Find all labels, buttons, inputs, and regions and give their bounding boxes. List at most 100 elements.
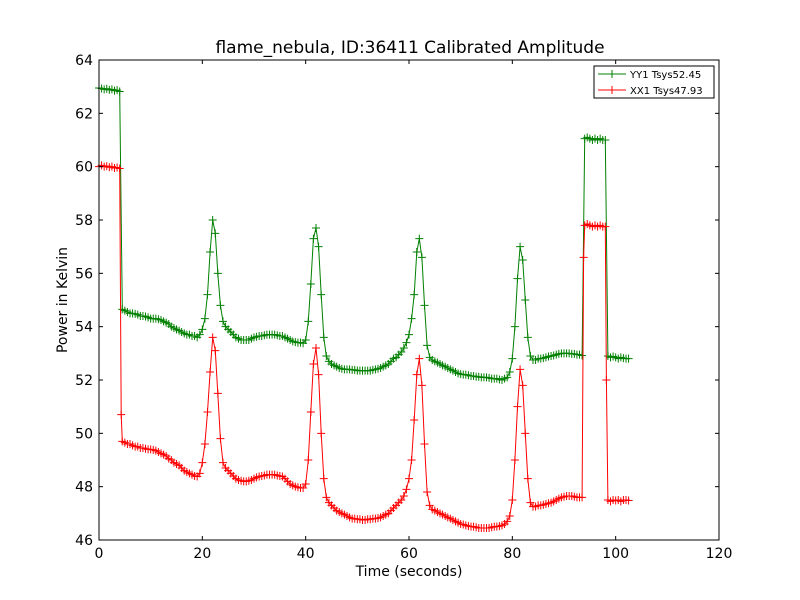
data-point <box>423 488 432 496</box>
data-point <box>579 253 588 262</box>
data-point <box>518 256 527 264</box>
data-point <box>407 314 416 323</box>
data-point <box>216 434 225 443</box>
legend-swatch-marker <box>608 70 616 78</box>
data-point <box>402 485 411 494</box>
y-axis-label: Power in Kelvin <box>55 247 71 353</box>
y-tick-label: 50 <box>75 426 93 442</box>
data-point <box>508 354 517 363</box>
data-point <box>508 496 517 504</box>
legend: YY1 Tsys52.45 XX1 Tsys47.93 <box>593 65 715 99</box>
x-tick-label: 80 <box>503 546 521 562</box>
axis-ticks: 0 20 40 60 80 100 120 46 48 50 52 54 56 58 60 62 64 <box>75 53 732 562</box>
data-point <box>505 512 514 520</box>
data-point <box>420 301 429 310</box>
data-point <box>521 296 530 304</box>
data-point <box>312 344 320 352</box>
data-point <box>518 381 527 390</box>
data-point <box>505 368 514 376</box>
data-point <box>319 333 328 342</box>
data-point <box>309 360 318 368</box>
data-point <box>601 222 610 231</box>
data-point <box>203 290 212 299</box>
data-point <box>200 314 209 323</box>
data-point <box>322 352 331 360</box>
data-point <box>301 480 310 488</box>
data-point <box>195 330 204 339</box>
data-point <box>423 341 432 350</box>
data-point <box>425 501 434 510</box>
data-point <box>410 416 419 424</box>
data-point <box>206 248 215 256</box>
data-point <box>407 456 416 464</box>
y-tick-label: 56 <box>75 266 93 282</box>
data-point <box>198 325 207 334</box>
data-point <box>206 368 215 376</box>
y-tick-label: 60 <box>75 160 93 176</box>
y-tick-label: 62 <box>75 106 93 122</box>
data-point <box>317 429 326 438</box>
x-tick-label: 20 <box>193 546 211 562</box>
data-point <box>510 322 519 331</box>
plot-area <box>95 84 633 532</box>
x-tick-label: 100 <box>602 546 629 562</box>
x-tick-label: 60 <box>400 546 418 562</box>
legend-label: XX1 Tsys47.93 <box>630 86 703 97</box>
data-point <box>405 330 413 339</box>
data-point <box>304 456 313 464</box>
data-point <box>602 376 611 384</box>
data-point <box>415 354 424 363</box>
legend-entry: XX1 Tsys47.93 <box>598 86 703 97</box>
data-point <box>306 280 315 288</box>
x-tick-label: 0 <box>95 546 104 562</box>
data-point <box>523 333 532 342</box>
data-point <box>306 408 315 416</box>
data-point <box>213 389 222 398</box>
data-point <box>412 370 421 379</box>
data-point <box>216 301 225 310</box>
data-point <box>578 351 587 360</box>
data-point <box>399 344 408 352</box>
data-point <box>312 224 320 232</box>
legend-entry: YY1 Tsys52.45 <box>598 70 701 81</box>
data-point <box>510 456 519 464</box>
data-point <box>503 517 512 526</box>
series-1 <box>95 161 633 532</box>
y-tick-label: 46 <box>75 533 93 549</box>
data-point <box>208 216 217 224</box>
data-point <box>117 410 126 419</box>
data-point <box>219 317 227 326</box>
data-point <box>516 242 525 251</box>
chart-title: flame_nebula, ID:36411 Calibrated Amplit… <box>215 38 604 58</box>
data-point <box>405 474 413 483</box>
data-point <box>523 474 532 483</box>
data-point <box>516 365 525 374</box>
data-point <box>211 346 220 355</box>
data-point <box>208 333 217 342</box>
y-tick-label: 64 <box>75 53 93 69</box>
x-tick-label: 120 <box>706 546 733 562</box>
data-point <box>195 469 204 478</box>
data-point <box>304 317 313 326</box>
data-point <box>200 440 209 448</box>
data-point <box>198 458 207 467</box>
data-point <box>417 381 426 390</box>
y-tick-label: 54 <box>75 320 93 336</box>
data-point <box>624 496 633 505</box>
data-point <box>115 87 124 96</box>
data-point <box>417 253 426 262</box>
data-point <box>624 354 633 363</box>
data-point <box>314 370 323 379</box>
data-point <box>319 474 328 483</box>
data-point <box>211 229 220 238</box>
data-point <box>301 336 310 344</box>
data-point <box>513 274 522 283</box>
data-point <box>314 242 323 251</box>
series-0 <box>95 84 633 384</box>
data-point <box>601 136 610 144</box>
data-point <box>420 440 429 448</box>
data-point <box>521 429 530 438</box>
x-tick-label: 40 <box>297 546 315 562</box>
y-tick-label: 48 <box>75 480 93 496</box>
